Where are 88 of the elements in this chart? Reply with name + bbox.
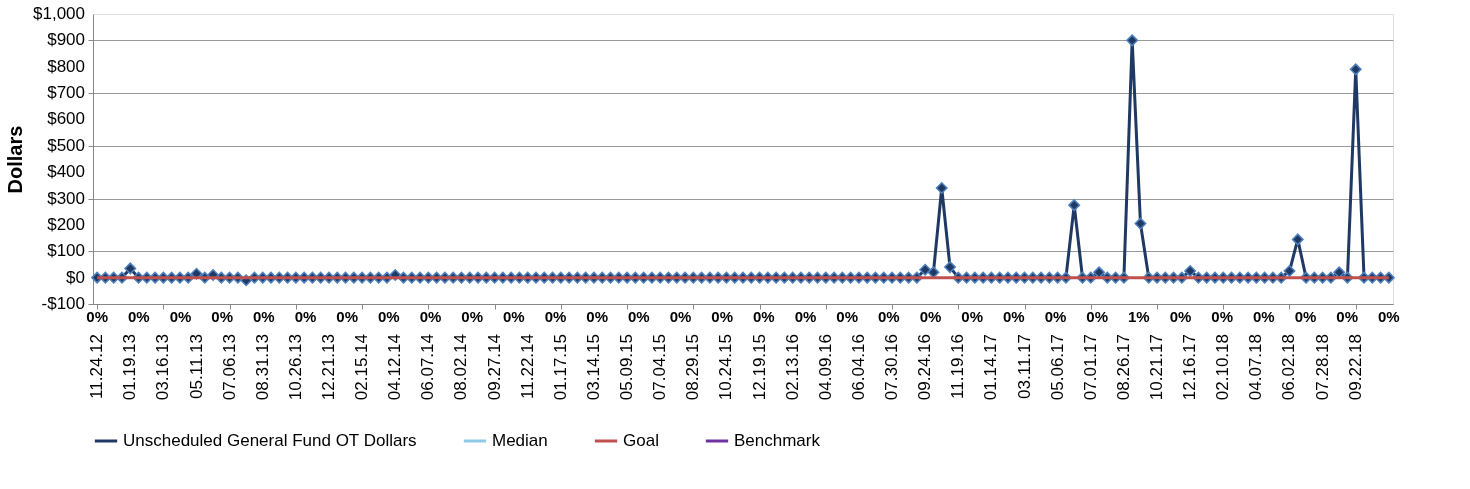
x-tick-label: 08.31.13 <box>252 334 272 401</box>
text: 0% <box>1086 308 1109 325</box>
text: 0% <box>502 308 525 325</box>
y-axis-title: Dollars <box>4 125 26 194</box>
text: 0% <box>878 308 900 325</box>
x-tick-label: 08.29.15 <box>683 334 703 401</box>
text: 0% <box>586 308 608 325</box>
x-tick-label: 02.10.18 <box>1213 334 1233 401</box>
text: 0% <box>294 308 317 325</box>
legend-label: Median <box>492 431 548 450</box>
x-tick-label: 04.12.14 <box>385 334 405 401</box>
text: 0% <box>1044 308 1067 325</box>
x-tick-label: 05.11.13 <box>186 334 206 399</box>
y-tick-label: $600 <box>47 109 85 129</box>
text: 0% <box>544 308 567 325</box>
text: 1% <box>1128 308 1150 325</box>
x-tick-label: 05.06.17 <box>1047 334 1067 401</box>
x-tick-label: 11.19.16 <box>948 334 968 399</box>
x-tick-label: 07.28.18 <box>1312 334 1332 401</box>
text: 0% <box>252 308 275 325</box>
y-tick-label: $200 <box>47 214 85 234</box>
text: 0% <box>794 308 817 325</box>
text: 0% <box>211 308 233 325</box>
y-tick-label: -$100 <box>41 294 85 313</box>
x-tick-label: 06.07.14 <box>418 334 438 401</box>
x-tick-label: 07.01.17 <box>1080 334 1100 401</box>
text: 0% <box>86 308 108 325</box>
x-tick-label: 07.04.15 <box>650 334 670 401</box>
text: 0% <box>1378 308 1400 325</box>
x-tick-label: 12.16.17 <box>1180 334 1200 401</box>
text: 0% <box>1211 308 1234 325</box>
x-tick-label: 07.06.13 <box>219 334 239 401</box>
y-tick-label: $700 <box>47 83 85 103</box>
x-tick-label: 09.27.14 <box>484 334 504 401</box>
x-tick-label: 11.24.12 <box>87 334 107 399</box>
y-tick-label: $1,000 <box>33 4 85 23</box>
text: 0% <box>169 308 192 325</box>
text: 0% <box>627 308 650 325</box>
x-tick-label: 03.11.17 <box>1014 334 1034 399</box>
x-tick-label: 04.07.18 <box>1246 334 1266 401</box>
x-tick-label: 12.19.15 <box>749 334 769 401</box>
x-tick-label: 11.22.14 <box>517 334 537 399</box>
legend-label: Goal <box>623 431 659 450</box>
x-tick-label: 07.30.16 <box>882 334 902 401</box>
x-tick-label: 10.21.17 <box>1147 334 1167 401</box>
text: 0% <box>1253 308 1275 325</box>
x-tick-label: 10.24.15 <box>716 334 736 401</box>
x-tick-label: 09.22.18 <box>1345 334 1365 401</box>
legend-label: Benchmark <box>734 431 821 450</box>
x-tick-label: 02.13.16 <box>782 334 802 401</box>
x-tick-label: 03.16.13 <box>153 334 173 401</box>
x-tick-label: 01.14.17 <box>981 334 1001 401</box>
text: 0% <box>336 308 358 325</box>
text: 0% <box>919 308 942 325</box>
x-tick-label: 12.21.13 <box>318 334 338 401</box>
text: 0% <box>961 308 984 325</box>
y-tick-label: $100 <box>47 241 85 261</box>
x-tick-label: 09.24.16 <box>915 334 935 401</box>
x-tick-label: 04.09.16 <box>815 334 835 401</box>
y-tick-label: $400 <box>47 162 85 182</box>
y-tick-label: $300 <box>47 188 85 208</box>
y-tick-label: $900 <box>47 30 85 50</box>
text: 0% <box>461 308 483 325</box>
legend-label: Unscheduled General Fund OT Dollars <box>123 431 417 450</box>
text: 0% <box>1294 308 1317 325</box>
x-tick-label: 02.15.14 <box>352 334 372 401</box>
x-tick-label: 01.19.13 <box>120 334 140 401</box>
y-tick-label: $800 <box>47 56 85 76</box>
y-tick-label: $500 <box>47 135 85 155</box>
text: 0% <box>127 308 150 325</box>
x-tick-label: 06.02.18 <box>1279 334 1299 401</box>
text: 0% <box>711 308 734 325</box>
text: 0% <box>1336 308 1359 325</box>
x-tick-label: 05.09.15 <box>617 334 637 401</box>
text: 0% <box>419 308 442 325</box>
text: 0% <box>1003 308 1025 325</box>
x-tick-label: 08.26.17 <box>1113 334 1133 401</box>
text: 0% <box>377 308 400 325</box>
x-tick-label: 06.04.16 <box>848 334 868 401</box>
x-tick-label: 01.17.15 <box>550 334 570 401</box>
x-tick-label: 08.02.14 <box>451 334 471 401</box>
y-tick-label: $0 <box>66 267 85 287</box>
x-tick-label: 10.26.13 <box>285 334 305 401</box>
text: 0% <box>836 308 859 325</box>
text: 0% <box>1169 308 1192 325</box>
text: 0% <box>752 308 775 325</box>
text: 0% <box>669 308 692 325</box>
x-tick-label: 03.14.15 <box>583 334 603 401</box>
